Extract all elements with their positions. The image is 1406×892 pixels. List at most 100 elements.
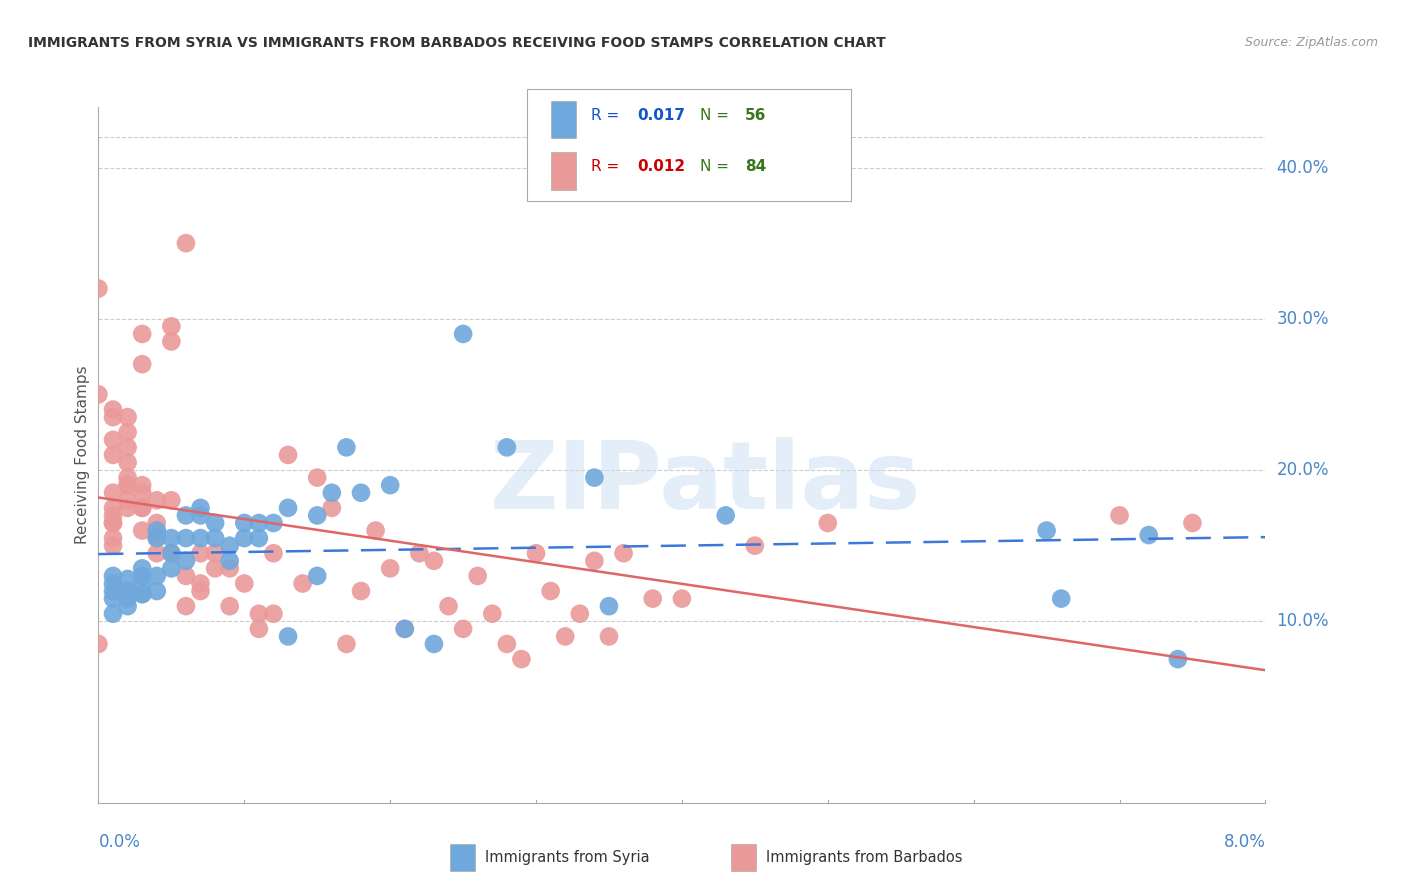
Point [481,607,503,621]
Point [247,622,270,636]
Text: R =: R = [591,108,624,123]
Text: Immigrants from Syria: Immigrants from Syria [485,850,650,864]
Point [350,485,373,500]
Point [131,326,153,341]
Point [160,561,183,575]
Point [350,584,373,599]
Point [131,500,153,515]
Point [117,478,139,492]
Text: 8.0%: 8.0% [1223,833,1265,851]
Point [174,508,197,523]
Point [101,516,124,530]
Text: ZIPatlas: ZIPatlas [489,437,921,529]
Point [190,531,212,545]
Point [131,587,153,601]
Point [218,561,240,575]
Text: N =: N = [700,159,734,174]
Point [641,591,664,606]
Point [612,546,634,560]
Point [131,485,153,500]
Point [218,539,240,553]
Point [174,531,197,545]
Point [233,576,256,591]
Point [1181,516,1204,530]
Point [117,493,139,508]
Point [190,576,212,591]
Point [568,607,591,621]
Point [1050,591,1073,606]
Text: 84: 84 [745,159,766,174]
Point [101,500,124,515]
Point [262,607,284,621]
Point [117,478,139,492]
Point [131,500,153,515]
Point [233,531,256,545]
Point [423,637,446,651]
Point [218,599,240,614]
Point [101,402,124,417]
Point [817,516,839,530]
Point [101,539,124,553]
Text: 20.0%: 20.0% [1277,461,1329,479]
Point [204,546,226,560]
Point [101,591,124,606]
Point [101,448,124,462]
Point [1035,524,1057,538]
Text: IMMIGRANTS FROM SYRIA VS IMMIGRANTS FROM BARBADOS RECEIVING FOOD STAMPS CORRELAT: IMMIGRANTS FROM SYRIA VS IMMIGRANTS FROM… [28,36,886,50]
Point [190,584,212,599]
Text: Source: ZipAtlas.com: Source: ZipAtlas.com [1244,36,1378,49]
Point [1108,508,1130,523]
Point [190,508,212,523]
Text: 0.012: 0.012 [637,159,685,174]
Point [160,546,183,560]
Text: 40.0%: 40.0% [1277,159,1329,177]
Y-axis label: Receiving Food Stamps: Receiving Food Stamps [75,366,90,544]
Point [146,531,169,545]
Point [321,500,343,515]
Point [87,387,110,401]
Point [146,516,169,530]
Point [101,410,124,425]
Point [335,637,357,651]
Text: 10.0%: 10.0% [1277,612,1329,631]
Point [247,516,270,530]
Point [262,546,284,560]
Point [190,500,212,515]
Point [160,546,183,560]
Point [117,441,139,455]
Point [131,569,153,583]
Point [408,546,430,560]
Point [496,441,519,455]
Point [583,470,606,484]
Point [146,569,169,583]
Point [524,546,547,560]
Point [117,584,139,599]
Text: R =: R = [591,159,624,174]
Point [117,584,139,599]
Point [218,554,240,568]
Point [335,441,357,455]
Point [671,591,693,606]
Point [131,524,153,538]
Point [277,448,299,462]
Point [364,524,387,538]
Point [598,599,620,614]
Point [307,508,329,523]
Point [496,637,519,651]
Point [101,433,124,447]
Point [117,500,139,515]
Point [146,584,169,599]
Point [101,576,124,591]
Point [394,622,416,636]
Point [160,334,183,349]
Text: N =: N = [700,108,734,123]
Point [131,576,153,591]
Point [131,587,153,601]
Point [146,546,169,560]
Point [321,485,343,500]
Point [146,524,169,538]
Point [174,236,197,251]
Point [117,591,139,606]
Point [131,478,153,492]
Point [307,569,329,583]
